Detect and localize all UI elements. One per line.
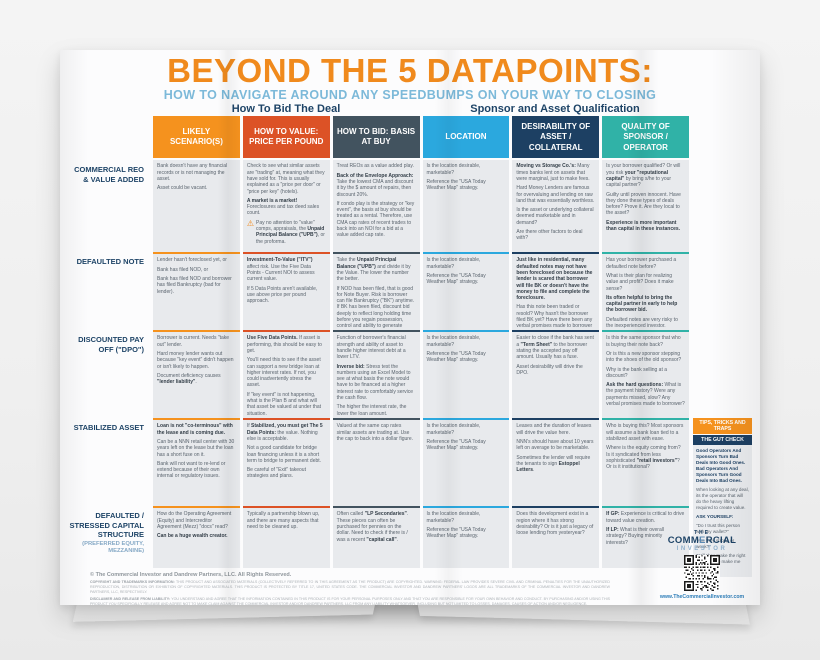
matrix-cell: Treat REOs as a value added play. Back of… <box>332 160 420 253</box>
matrix-cell: Has your borrower purchased a defaulted … <box>602 252 689 331</box>
copyright-line: © The Commercial Investor and Dandrew Pa… <box>90 572 292 579</box>
poster: BEYOND THE 5 DATAPOINTS: HOW TO NAVIGATE… <box>60 50 760 605</box>
logo-main: COMMERCIAL <box>667 535 737 547</box>
matrix-cell: Is the location desirable, marketable? Re… <box>422 252 510 331</box>
qr-code <box>684 555 720 591</box>
poster-title: BEYOND THE 5 DATAPOINTS: <box>167 52 653 89</box>
warning-icon: ⚠ <box>246 218 254 228</box>
brand-block: THE COMMERCIAL INVESTOR www.TheCommercia… <box>658 530 746 600</box>
matrix-cell: Is the location desirable, marketable? Re… <box>422 160 510 253</box>
column-header: LIKELY SCENARIO(S) <box>153 116 240 159</box>
matrix-cell: Is the location desirable, marketable? Re… <box>422 506 510 569</box>
tips-panel-subheader: THE GUT CHECK <box>693 435 752 446</box>
matrix-cell: Leases and the duration of leases will d… <box>512 418 600 507</box>
matrix-cell: How do the Operating Agreement (Equity) … <box>153 506 240 569</box>
column-header: DESIRABILITY OF ASSET / COLLATERAL <box>512 116 600 159</box>
tips-panel: TIPS, TRICKS AND TRAPS THE GUT CHECK Goo… <box>693 418 752 577</box>
matrix-cell: Easier to close if the bank has sent a "… <box>512 330 600 419</box>
poster-footer: © The Commercial Investor and Dandrew Pa… <box>90 572 746 605</box>
matrix-cell: Bank doesn't have any financial records … <box>153 160 240 253</box>
column-header: HOW TO BID: BASIS AT BUY <box>332 116 420 159</box>
matrix-cell: Moving vs Storage Co.'s: Many times bank… <box>512 160 600 253</box>
column-header: HOW TO VALUE: PRICE PER POUND <box>242 116 330 159</box>
row-label: COMMERCIAL REO & VALUE ADDED <box>74 165 144 184</box>
matrix-cell: Use Five Data Points. If asset is perfor… <box>242 330 330 419</box>
group-header-bid-the-deal: How To Bid The Deal <box>231 103 341 116</box>
group-header-sponsor-asset: Sponsor and Asset Qualification <box>470 103 640 116</box>
matrix-cell: Lender hasn't foreclosed yet, or Bank has… <box>153 252 240 331</box>
row-label: DISCOUNTED PAY OFF ("DPO") <box>78 335 144 354</box>
matrix-cell: Just like in residential, many defaulted… <box>512 252 600 331</box>
matrix-cell: Borrower is current. Needs "take out" le… <box>153 330 240 419</box>
matrix-cell: Loan is not "co-terminous" with the leas… <box>153 418 240 507</box>
column-header: LOCATION <box>422 116 510 159</box>
matrix-cell: If GP: Experience is critical to drive t… <box>602 506 689 569</box>
row-label: STABILIZED ASSET <box>73 423 144 433</box>
logo-the: THE <box>694 530 710 537</box>
poster-subtitle: HOW TO NAVIGATE AROUND ANY SPEEDBUMPS ON… <box>163 87 657 102</box>
matrix-cell: Is this the same sponsor that who is buy… <box>602 330 689 419</box>
tips-panel-header: TIPS, TRICKS AND TRAPS <box>693 418 752 435</box>
matrix-cell: Is the location desirable, marketable? Re… <box>422 418 510 507</box>
matrix: TIPS, TRICKS AND TRAPS THE GUT CHECK Goo… <box>60 116 760 577</box>
matrix-cell: If Stabilized, you must get The 5 Data P… <box>242 418 330 507</box>
matrix-cell: Does this development exist in a region … <box>512 506 600 569</box>
matrix-cell: Is your borrower qualified? Or will you … <box>602 160 689 253</box>
legal-block: COPYRIGHT AND TRADEMARKS INFORMATION: TH… <box>90 580 610 595</box>
matrix-cell: Take the Unpaid Principal Balance ("UPB"… <box>332 252 420 331</box>
matrix-cell: Check to see what similar assets are "tr… <box>242 160 330 253</box>
tips-panel-body: Good Operators And Sponsors Turn Bad Dea… <box>693 445 752 577</box>
row-label: DEFAULTED / STRESSED CAPITAL STRUCTURE (P… <box>69 511 144 554</box>
logo-sub: INVESTOR <box>676 546 728 552</box>
group-headers: How To Bid The Deal Sponsor and Asset Qu… <box>60 103 760 116</box>
matrix-cell: Function of borrower's financial strengt… <box>332 330 420 419</box>
matrix-cell: Investment-To-Value ("ITV") affect risk.… <box>242 252 330 331</box>
legal-block: DISCLAIMER AND RELEASE FROM LIABILITY: Y… <box>90 596 610 605</box>
row-label: DEFAULTED NOTE <box>76 257 144 267</box>
matrix-cell: Valued at the same cap rates similar ass… <box>332 418 420 507</box>
matrix-cell: Who is buying this? Most sponsors will a… <box>602 418 689 507</box>
column-header: QUALITY OF SPONSOR / OPERATOR <box>602 116 689 159</box>
legal-text: COPYRIGHT AND TRADEMARKS INFORMATION: TH… <box>90 580 610 605</box>
matrix-cell: Typically a partnership blown up, and th… <box>242 506 330 569</box>
website-url: www.TheCommercialInvestor.com <box>659 594 745 600</box>
matrix-cell: Is the location desirable, marketable? Re… <box>422 330 510 419</box>
matrix-cell: Often called "LP Secondaries". These pie… <box>332 506 420 569</box>
